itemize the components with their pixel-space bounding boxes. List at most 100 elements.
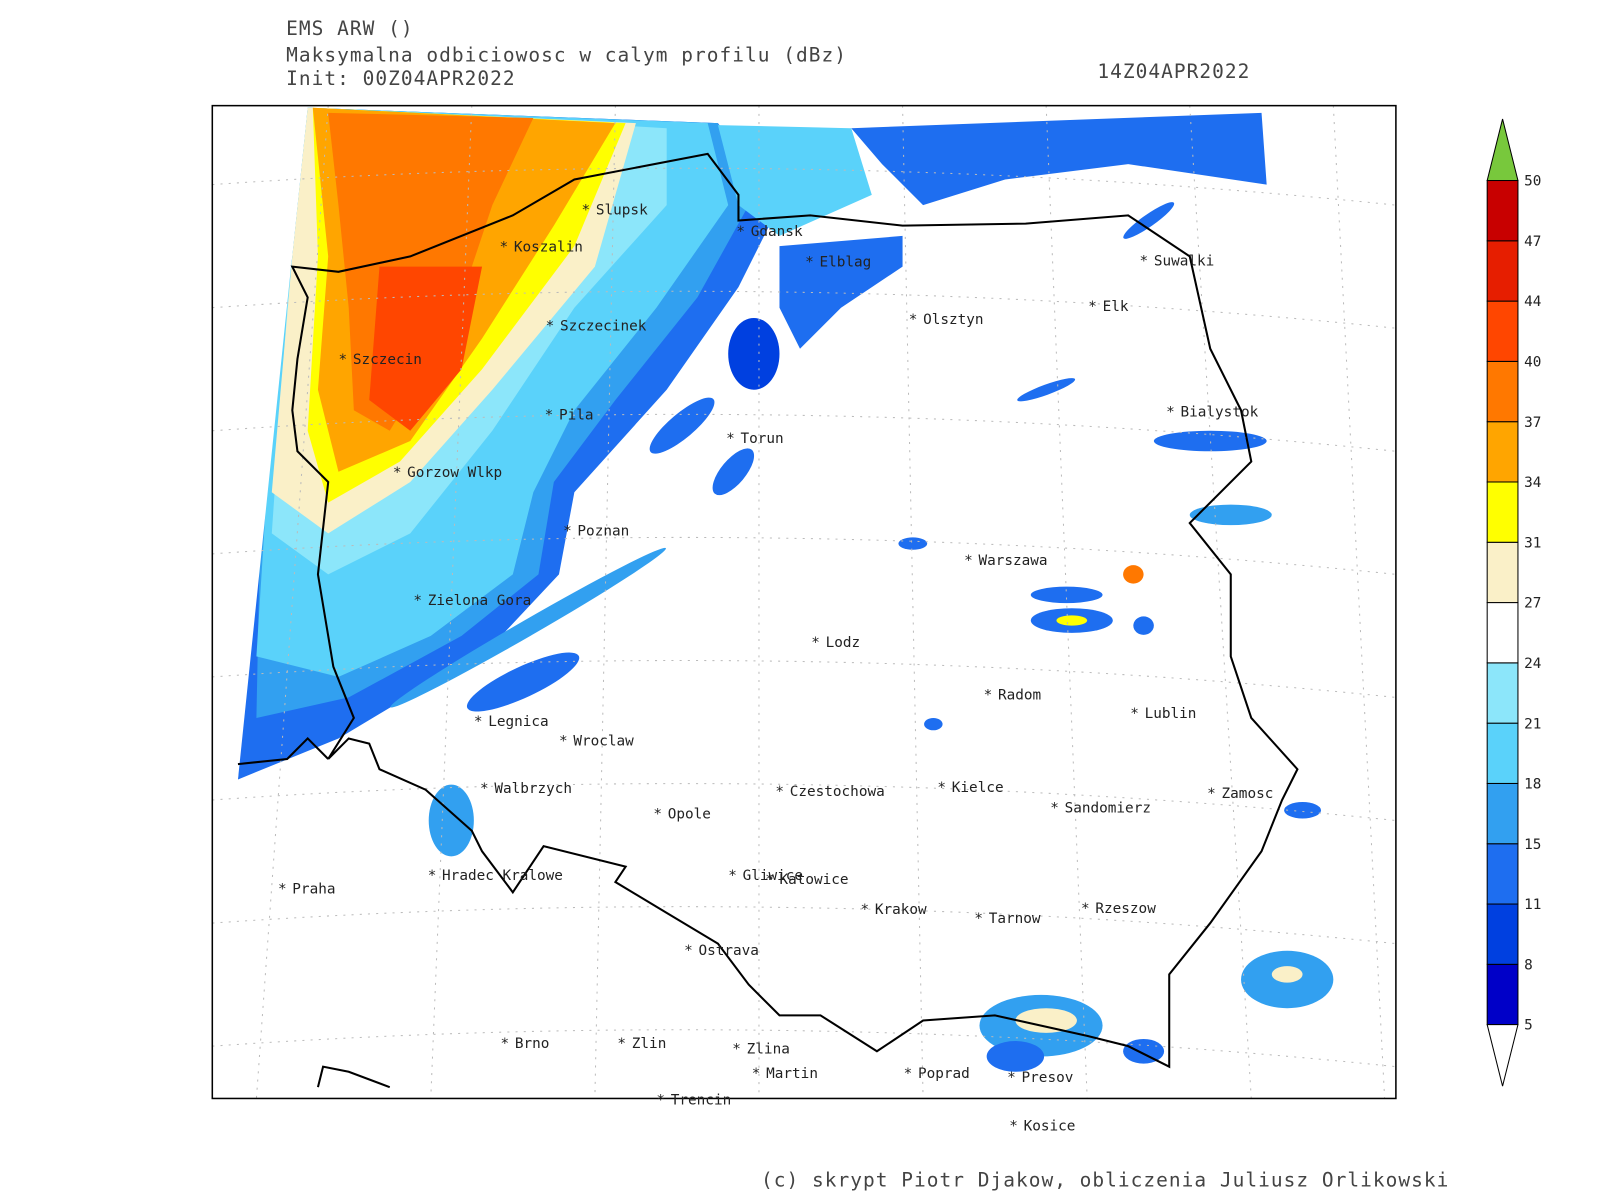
city-label: Olsztyn	[923, 312, 983, 328]
city-label: Wroclaw	[573, 734, 634, 750]
city-label: Kosice	[1024, 1118, 1076, 1134]
colorbar-box	[1486, 602, 1519, 664]
city-marker: *	[752, 1066, 761, 1082]
city-label: Pila	[559, 407, 594, 423]
colorbar-label: 24	[1524, 656, 1541, 672]
city-label: Krakow	[875, 902, 927, 918]
city-marker: *	[736, 224, 745, 240]
city-marker: *	[653, 806, 662, 822]
city-label: Szczecinek	[560, 318, 647, 334]
colorbar-box	[1486, 963, 1519, 1026]
city-marker: *	[499, 239, 508, 255]
colorbar-over	[1486, 118, 1519, 182]
colorbar-box	[1486, 903, 1519, 965]
city-marker: *	[428, 868, 437, 884]
city-marker: *	[937, 780, 946, 796]
city-label: Tarnow	[989, 911, 1041, 927]
city-label: Praha	[292, 881, 335, 897]
city-marker: *	[1139, 254, 1148, 270]
city-label: Elblag	[819, 255, 871, 271]
city-marker: *	[559, 734, 568, 750]
city-marker: *	[732, 1041, 741, 1057]
colorbar-label: 18	[1524, 777, 1541, 793]
city-label: Elk	[1103, 299, 1129, 315]
city-label: Gliwice	[743, 868, 803, 884]
colorbar-label: 15	[1524, 837, 1541, 853]
city-marker: *	[501, 1036, 510, 1052]
city-label: Opole	[668, 806, 711, 822]
city-marker: *	[1130, 706, 1139, 722]
city-marker: *	[909, 312, 918, 328]
city-label: Czestochowa	[790, 784, 885, 800]
city-marker: *	[861, 902, 870, 918]
colorbar-box	[1486, 481, 1519, 543]
city-marker: *	[413, 593, 422, 609]
city-label: Rzeszow	[1095, 901, 1156, 917]
city-marker: *	[338, 352, 347, 368]
colorbar-label: 11	[1524, 897, 1541, 913]
colorbar-box	[1486, 782, 1519, 845]
valid-time: 14Z04APR2022	[1097, 60, 1250, 83]
colorbar: 5 8 11 15 18 21 24 27 31 34 37 40 44 47 50	[1486, 118, 1541, 1087]
colorbar-box	[1486, 180, 1519, 242]
city-label: Zielona Gora	[428, 593, 532, 609]
city-marker: *	[278, 881, 287, 897]
colorbar-box	[1486, 541, 1519, 604]
city-marker: *	[1207, 786, 1216, 802]
city-label: Presov	[1022, 1070, 1074, 1086]
city-label: Ostrava	[698, 943, 758, 959]
city-marker: *	[811, 635, 820, 651]
city-marker: *	[974, 911, 983, 927]
colorbar-label: 27	[1524, 596, 1541, 612]
model-label: EMS ARW ()	[286, 17, 413, 40]
city-marker: *	[775, 784, 784, 800]
city-marker: *	[984, 687, 993, 703]
colorbar-label: 40	[1524, 355, 1541, 371]
city-labels: * Slupsk * Koszalin * Gdansk * Elblag * Suwalki * E…	[278, 202, 1273, 1134]
city-label: Martin	[766, 1066, 818, 1082]
city-marker: *	[1081, 901, 1090, 917]
city-marker: *	[546, 318, 555, 334]
colorbar-label: 21	[1524, 716, 1541, 732]
city-label: Brno	[515, 1036, 550, 1052]
city-marker: *	[393, 465, 402, 481]
colorbar-label: 50	[1524, 174, 1541, 190]
city-label: Slupsk	[596, 202, 648, 218]
city-label: Gdansk	[751, 224, 803, 240]
city-label: Suwalki	[1154, 254, 1214, 270]
map-frame	[211, 104, 1397, 1100]
city-label: Zlin	[632, 1036, 667, 1052]
city-label: Sandomierz	[1065, 800, 1151, 816]
colorbar-label: 5	[1524, 1018, 1533, 1034]
city-label: Legnica	[488, 714, 548, 730]
city-label: Koszalin	[514, 239, 583, 255]
colorbar-label: 31	[1524, 535, 1541, 551]
city-label: Lodz	[826, 635, 861, 651]
map-title: Maksymalna odbiciowosc w calym profilu (…	[286, 44, 847, 67]
colorbar-box	[1486, 722, 1519, 784]
city-label: Szczecin	[353, 352, 422, 368]
city-label: Lublin	[1145, 706, 1197, 722]
city-label: Zlina	[747, 1041, 790, 1057]
city-marker: *	[904, 1066, 913, 1082]
city-label: Trencin	[671, 1093, 731, 1109]
city-label: Warszawa	[978, 553, 1047, 569]
colorbar-box	[1486, 360, 1519, 423]
city-label: Hradec Kralowe	[442, 868, 563, 884]
city-marker: *	[805, 255, 814, 271]
colorbar-label: 44	[1524, 294, 1541, 310]
city-label: Zamosc	[1222, 786, 1274, 802]
city-label: Walbrzych	[494, 781, 572, 797]
colorbar-label: 47	[1524, 234, 1541, 250]
city-label: Torun	[741, 431, 784, 447]
colorbar-box	[1486, 662, 1519, 724]
colorbar-label: 34	[1524, 475, 1541, 491]
city-marker: *	[1166, 404, 1175, 420]
city-marker: *	[563, 523, 572, 539]
city-marker: *	[656, 1093, 665, 1109]
city-marker: *	[726, 431, 735, 447]
city-marker: *	[1050, 800, 1059, 816]
colorbar-label: 37	[1524, 415, 1541, 431]
colorbar-label: 8	[1524, 957, 1533, 973]
